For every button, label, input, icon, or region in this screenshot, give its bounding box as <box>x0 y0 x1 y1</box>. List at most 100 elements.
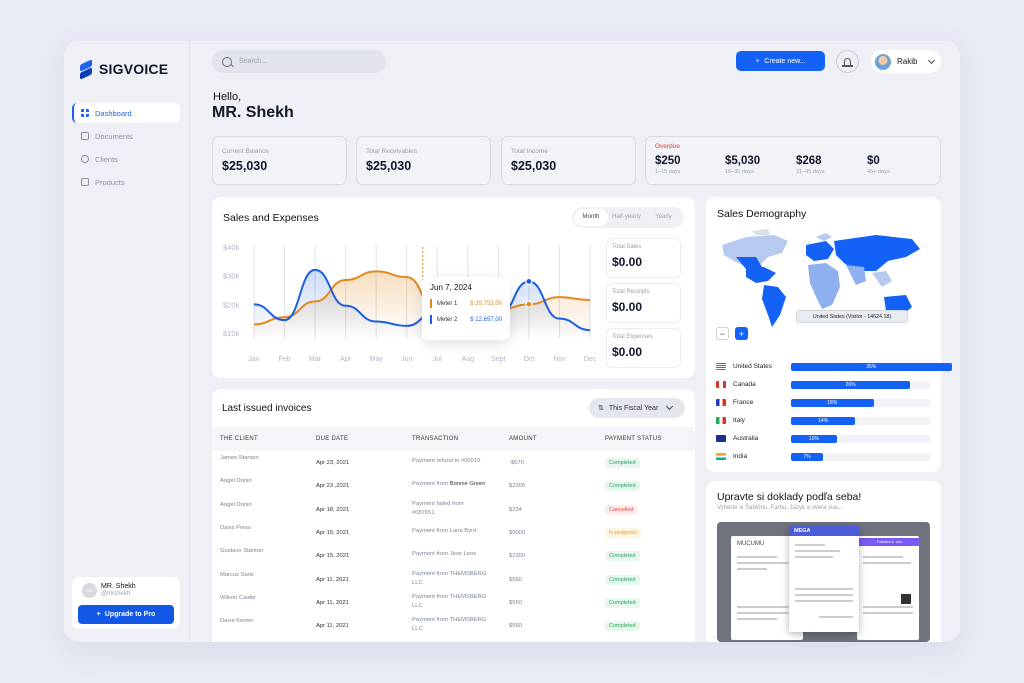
sidebar-item-label: Clients <box>95 154 118 164</box>
upgrade-label: Upgrade to Pro <box>104 611 156 618</box>
column-header[interactable]: AMOUNT <box>509 436 537 442</box>
profile-menu[interactable]: Rakib <box>871 50 941 73</box>
country-bar-fill: 18% <box>791 399 874 407</box>
cell-transaction: Payment from THEMSBERG LLC <box>412 593 487 609</box>
stat-value: $25,030 <box>366 159 412 173</box>
country-bar-fill: 35% <box>791 363 952 371</box>
cell-transaction: Payment from Bonnie Green <box>412 481 486 488</box>
status-badge: In progress <box>605 527 641 538</box>
tab-half-yearly[interactable]: Half-yearly <box>612 214 641 220</box>
cell-transaction: Payment from Jese Leos <box>412 551 477 558</box>
avatar[interactable]: MR <box>82 583 97 598</box>
fiscal-year-filter[interactable]: ⇅ This Fiscal Year <box>589 398 685 418</box>
data-point[interactable] <box>525 277 533 286</box>
status-badge: Completed <box>605 621 640 632</box>
country-name: India <box>733 453 748 460</box>
x-tick-label: Feb <box>279 356 291 363</box>
sales-expenses-card: Sales and Expenses Month Half-yearly Yea… <box>212 197 695 378</box>
cell-amount: $560 <box>509 599 522 606</box>
sidebar-item-documents[interactable]: Documents <box>72 126 180 146</box>
template-logo-text: MUCUMU <box>737 541 765 547</box>
country-bar-fill: 26% <box>791 381 911 389</box>
x-tick-label: Jul <box>433 356 442 363</box>
kpi-total-receipts: Total Receipts $0.00 <box>606 283 681 323</box>
table-row[interactable]: Davis Kenter Apr 11, 2021 Payment from THE… <box>212 614 694 637</box>
table-row[interactable]: Angel Donin Apr 23 ,2021 Payment from Bonn… <box>212 474 694 497</box>
account-card: MR MR. Shekh @mrshekh + Upgrade to Pro <box>72 577 180 629</box>
kpi-value: $0.00 <box>612 255 643 269</box>
y-tick-label: $30k <box>223 272 240 281</box>
cell-transaction: Payment from THEMSBERG LLC <box>412 570 487 586</box>
column-header[interactable]: TRANSACTION <box>412 436 459 442</box>
x-tick-label: Aug <box>462 356 475 363</box>
table-row[interactable]: Wilson Caider Apr 11, 2021 Payment from TH… <box>212 591 694 614</box>
country-name: France <box>733 399 754 406</box>
country-row: France 18% <box>716 397 930 409</box>
x-tick-label: Apr <box>340 356 352 363</box>
overdue-value: $250 <box>655 155 681 167</box>
country-bar: 14% <box>791 417 930 425</box>
tooltip-date: Jun 7, 2024 <box>430 283 472 292</box>
stat-value: $25,030 <box>511 159 557 173</box>
account-name: MR. Shekh <box>101 583 136 590</box>
y-tick-label: $20k <box>223 300 240 309</box>
cell-amount: $560 <box>509 576 522 583</box>
country-bar-fill: 14% <box>791 417 856 425</box>
table-row[interactable]: Gustavo Stanton Apr 15, 2021 Payment from … <box>212 544 694 567</box>
qr-code-icon <box>901 594 911 604</box>
sales-demography-card: Sales Demography United States (Visitor … <box>706 197 952 472</box>
column-header[interactable]: PAYMENT STATUS <box>605 436 662 442</box>
card-title: Sales and Expenses <box>223 212 319 224</box>
country-name: Canada <box>733 381 756 388</box>
data-point[interactable] <box>525 300 533 308</box>
table-row[interactable]: Marcus Saris Apr 11, 2021 Payment from THE… <box>212 568 694 591</box>
sidebar-item-dashboard[interactable]: Dashboard <box>72 103 180 123</box>
cell-transaction: Payment failed from #087651 <box>412 500 464 516</box>
kpi-label: Total Expenses <box>612 334 653 340</box>
column-header[interactable]: THE CLIENT <box>220 436 259 442</box>
overdue-value: $5,030 <box>725 155 761 167</box>
invoice-templates-preview[interactable]: MUCUMU Faktúra č. xxx MEGA <box>717 522 930 642</box>
card-title: Sales Demography <box>717 208 807 220</box>
tab-yearly[interactable]: Yearly <box>655 214 672 220</box>
zoom-out-button[interactable]: − <box>716 327 729 340</box>
sidebar-item-clients[interactable]: Clients <box>72 149 180 169</box>
upgrade-button[interactable]: + Upgrade to Pro <box>78 605 174 624</box>
search-input[interactable]: Search... <box>212 50 386 73</box>
cell-client: Wilson Caider <box>220 594 257 601</box>
tooltip-row: Meter 2 $ 12.657,00 <box>430 315 502 324</box>
logo-icon <box>80 59 93 80</box>
notification-button[interactable] <box>836 50 859 73</box>
cell-amount: $2300 <box>509 553 526 560</box>
sidebar-item-products[interactable]: Products <box>72 172 180 192</box>
flag-icon <box>716 435 726 442</box>
column-header[interactable]: DUE DATE <box>316 436 349 442</box>
table-row[interactable]: Angel Donin Apr 18, 2021 Payment failed fr… <box>212 498 694 521</box>
map-tooltip: United States (Visitor - 14624.18) <box>796 310 908 323</box>
account-handle: @mrshekh <box>101 591 131 597</box>
create-new-button[interactable]: + Create new... <box>736 51 825 71</box>
kpi-total-sales: Total Sales $0.00 <box>606 238 681 278</box>
zoom-in-button[interactable]: + <box>735 327 748 340</box>
brand-logo[interactable]: SIGVOICE <box>80 59 168 80</box>
x-tick-label: Mar <box>309 356 322 363</box>
avatar <box>875 53 891 70</box>
country-row: Australia 10% <box>716 433 930 445</box>
kpi-value: $0.00 <box>612 300 643 314</box>
cell-client: Angel Donin <box>220 478 252 485</box>
bell-icon <box>842 57 853 67</box>
filter-label: This Fiscal Year <box>608 404 659 412</box>
plus-icon: + <box>755 57 760 65</box>
tab-month[interactable]: Month <box>574 209 608 226</box>
table-row[interactable]: Davis Press Apr 15, 2021 Payment from Lana… <box>212 521 694 544</box>
country-row: Canada 26% <box>716 379 930 391</box>
country-name: Australia <box>733 435 759 442</box>
x-tick-label: Oct <box>523 356 534 363</box>
cell-due-date: Apr 11, 2021 <box>316 599 349 606</box>
x-tick-label: Jun <box>401 356 412 363</box>
table-row[interactable]: James Stanton Apr 23, 2021 Payment refund … <box>212 451 694 474</box>
y-tick-label: $10k <box>223 329 240 338</box>
x-tick-label: Nov <box>553 356 566 363</box>
cell-due-date: Apr 15, 2021 <box>316 529 350 536</box>
stat-total-receivables: Total Receivables $25,030 <box>356 136 491 185</box>
